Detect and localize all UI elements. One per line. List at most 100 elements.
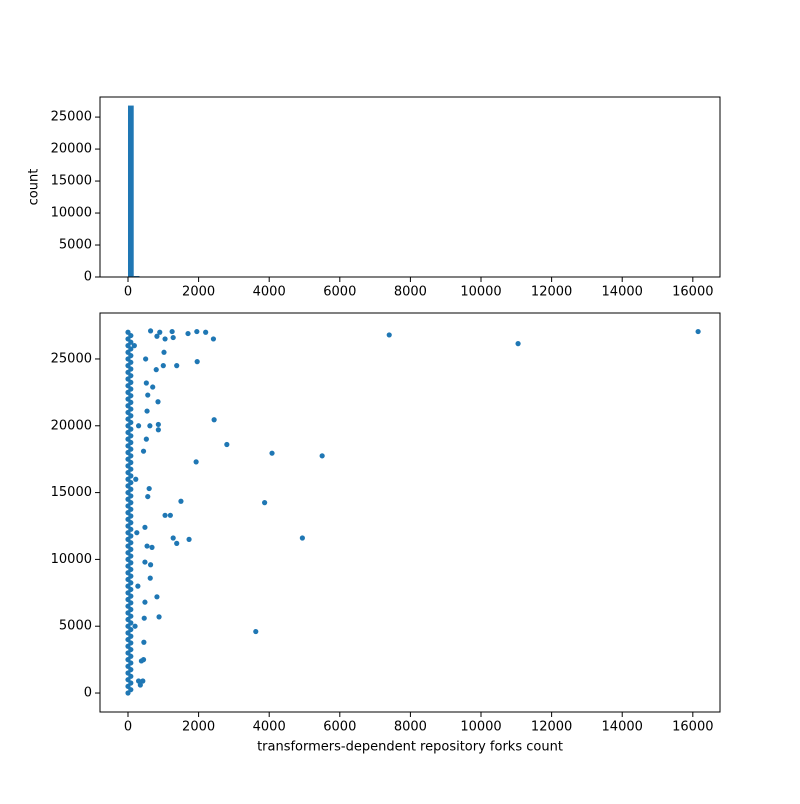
x-tick-label: 0 xyxy=(124,285,132,300)
point xyxy=(148,562,153,567)
y-tick-label: 10000 xyxy=(51,552,92,567)
point xyxy=(320,453,325,458)
point xyxy=(136,678,141,683)
point xyxy=(144,380,149,385)
point xyxy=(212,417,217,422)
point xyxy=(125,330,130,335)
point xyxy=(156,427,161,432)
y-tick-label: 25000 xyxy=(51,110,92,125)
y-tick-label: 20000 xyxy=(51,418,92,433)
point xyxy=(139,658,144,663)
point xyxy=(149,545,154,550)
point xyxy=(162,336,167,341)
point xyxy=(224,442,229,447)
point xyxy=(515,341,520,346)
point xyxy=(168,513,173,518)
point xyxy=(145,494,150,499)
x-tick-label: 10000 xyxy=(460,285,501,300)
x-tick-label: 10000 xyxy=(460,720,501,735)
point xyxy=(147,423,152,428)
x-tick-label: 8000 xyxy=(394,720,427,735)
x-tick-label: 16000 xyxy=(672,285,713,300)
x-tick-label: 4000 xyxy=(253,285,286,300)
point xyxy=(144,437,149,442)
x-tick-label: 6000 xyxy=(323,285,356,300)
point xyxy=(203,330,208,335)
point xyxy=(148,576,153,581)
point xyxy=(142,525,147,530)
point xyxy=(150,384,155,389)
point xyxy=(154,367,159,372)
point xyxy=(195,359,200,364)
point xyxy=(269,451,274,456)
x-tick-label: 4000 xyxy=(253,720,286,735)
point xyxy=(161,363,166,368)
point xyxy=(147,486,152,491)
x-tick-label: 2000 xyxy=(182,285,215,300)
point xyxy=(141,640,146,645)
point xyxy=(262,500,267,505)
x-tick-label: 12000 xyxy=(531,720,572,735)
x-tick-label: 6000 xyxy=(323,720,356,735)
y-tick-label: 0 xyxy=(84,686,92,701)
point xyxy=(186,537,191,542)
point xyxy=(134,530,139,535)
point xyxy=(194,459,199,464)
point xyxy=(174,541,179,546)
point xyxy=(142,616,147,621)
point xyxy=(148,328,153,333)
x-tick-label: 14000 xyxy=(602,285,643,300)
point xyxy=(132,343,137,348)
x-tick-label: 12000 xyxy=(531,285,572,300)
point xyxy=(132,624,137,629)
point xyxy=(161,350,166,355)
point xyxy=(696,329,701,334)
point xyxy=(387,332,392,337)
point xyxy=(162,513,167,518)
point xyxy=(156,614,161,619)
point xyxy=(155,399,160,404)
point xyxy=(144,408,149,413)
point xyxy=(171,335,176,340)
x-tick-label: 2000 xyxy=(182,720,215,735)
point xyxy=(136,423,141,428)
point xyxy=(185,331,190,336)
x-tick-label: 14000 xyxy=(602,720,643,735)
point xyxy=(253,629,258,634)
point xyxy=(174,363,179,368)
point xyxy=(156,422,161,427)
y-tick-label: 25000 xyxy=(51,351,92,366)
point xyxy=(145,392,150,397)
y-tick-label: 10000 xyxy=(51,206,92,221)
bar xyxy=(128,106,134,277)
point xyxy=(133,477,138,482)
point xyxy=(154,334,159,339)
point xyxy=(211,336,216,341)
point xyxy=(171,535,176,540)
y-tick-label: 0 xyxy=(84,270,92,285)
point xyxy=(154,594,159,599)
y-tick-label: 5000 xyxy=(59,238,92,253)
point xyxy=(170,329,175,334)
x-tick-label: 0 xyxy=(124,720,132,735)
point xyxy=(178,499,183,504)
point xyxy=(300,535,305,540)
point xyxy=(143,356,148,361)
x-tick-label: 16000 xyxy=(672,720,713,735)
x-tick-label: 8000 xyxy=(394,285,427,300)
x-axis-label: transformers-dependent repository forks … xyxy=(257,740,563,755)
y-tick-label: 5000 xyxy=(59,619,92,634)
point xyxy=(141,449,146,454)
point xyxy=(194,329,199,334)
y-tick-label: 20000 xyxy=(51,142,92,157)
y-tick-label: 15000 xyxy=(51,485,92,500)
point xyxy=(142,559,147,564)
y-axis-label: count xyxy=(27,169,42,206)
point xyxy=(142,600,147,605)
point xyxy=(144,543,149,548)
y-tick-label: 15000 xyxy=(51,174,92,189)
point xyxy=(135,584,140,589)
